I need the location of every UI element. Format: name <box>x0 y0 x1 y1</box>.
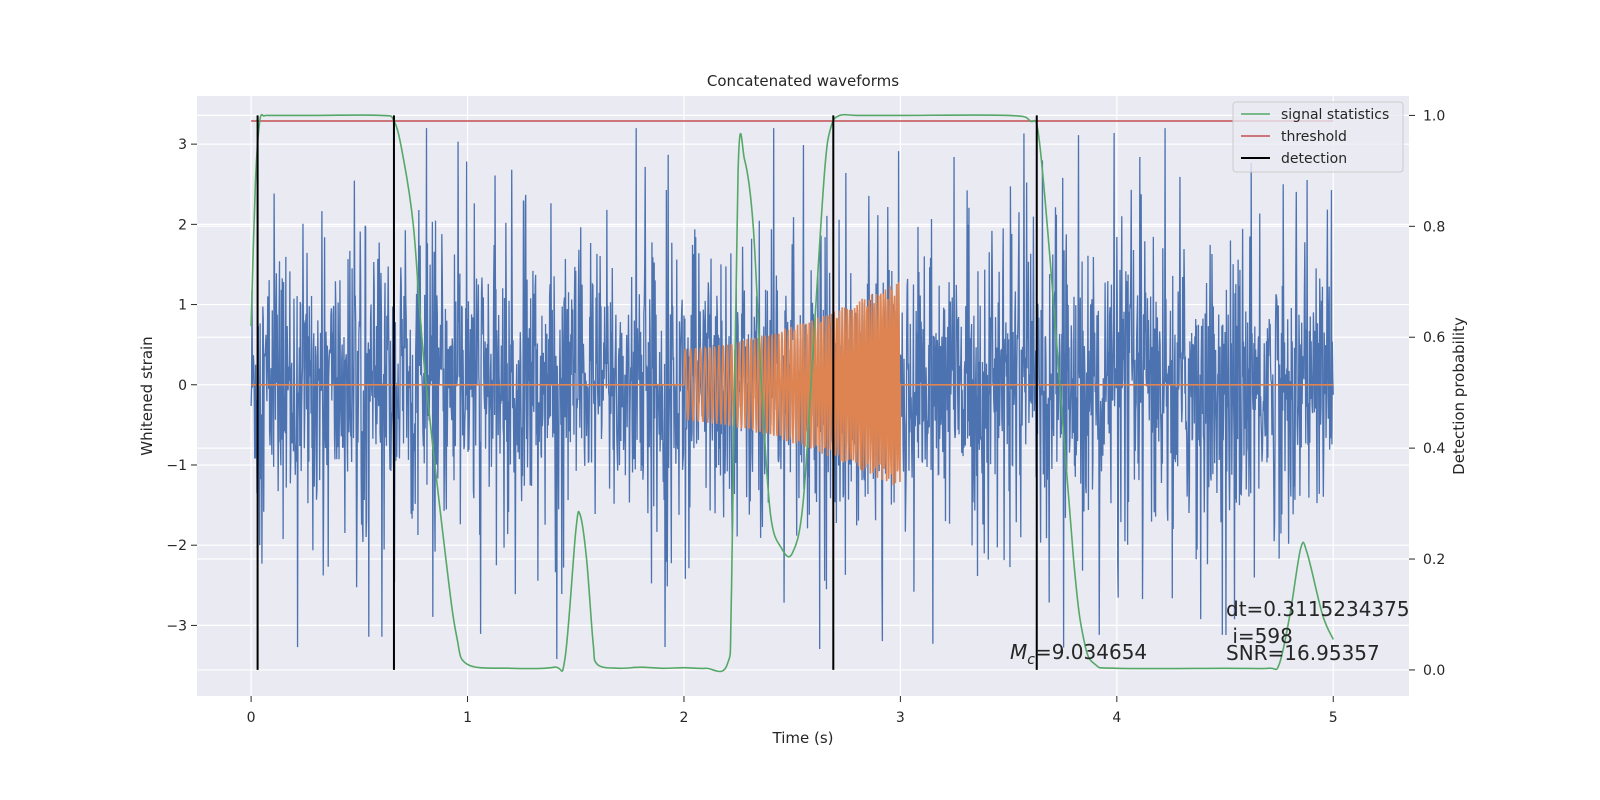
series-layer <box>250 113 1334 673</box>
x-axis-label: Time (s) <box>772 729 834 747</box>
tick-label-y-left-2: −1 <box>166 458 187 474</box>
tick-label-y-right-0: 0.0 <box>1423 663 1445 679</box>
tick-label-y-left-4: 1 <box>178 298 187 314</box>
y-axis-label-left: Whitened strain <box>138 336 156 455</box>
tick-label-x-4: 4 <box>1112 710 1121 726</box>
series-chirp <box>251 281 1334 486</box>
tick-label-x-0: 0 <box>247 710 256 726</box>
tick-label-y-left-6: 3 <box>178 137 187 153</box>
annotation-mc: Mc=9.034654 <box>1010 640 1147 668</box>
tick-label-x-1: 1 <box>463 710 472 726</box>
annotation-i: i=598 <box>1226 624 1293 648</box>
tick-label-y-right-3: 0.6 <box>1423 330 1445 346</box>
legend-label-signal-statistics: signal statistics <box>1281 107 1389 123</box>
tick-label-y-right-2: 0.4 <box>1423 441 1445 457</box>
tick-label-y-left-1: −2 <box>166 538 187 554</box>
chart-title: Concatenated waveforms <box>707 72 899 90</box>
tick-label-x-5: 5 <box>1329 710 1338 726</box>
legend-label-threshold: threshold <box>1281 129 1347 145</box>
annotation-mc-symbol: M <box>1010 640 1027 664</box>
annotation-mc-subscript: c <box>1027 652 1035 668</box>
tick-label-y-left-3: 0 <box>178 378 187 394</box>
tick-label-x-2: 2 <box>680 710 689 726</box>
legend: signal statistics threshold detection <box>1232 101 1404 173</box>
y-axis-label-right: Detection probability <box>1450 317 1468 475</box>
tick-label-y-right-5: 1.0 <box>1423 108 1445 124</box>
tick-label-y-right-4: 0.8 <box>1423 219 1445 235</box>
annotation-snr: SNR=16.95357 <box>1226 641 1380 665</box>
tick-label-y-left-0: −3 <box>166 618 187 634</box>
annotation-mc-value: =9.034654 <box>1035 640 1147 664</box>
annotations: dt=0.3115234375 i=598 SNR=16.95357 Mc=9.… <box>1010 597 1410 668</box>
ticks: 0 1 2 3 4 5 −3 −2 −1 0 1 2 3 0.0 0.2 0.4 0.6 0.8 1.0 <box>166 108 1445 726</box>
series-signal-statistics <box>250 113 1334 673</box>
series-strain <box>250 128 1334 659</box>
legend-label-detection: detection <box>1281 151 1347 167</box>
tick-label-x-3: 3 <box>896 710 905 726</box>
annotation-dt: dt=0.3115234375 <box>1226 597 1410 621</box>
legend-box <box>1232 101 1404 173</box>
tick-label-y-left-5: 2 <box>178 217 187 233</box>
tick-label-y-right-1: 0.2 <box>1423 552 1445 568</box>
